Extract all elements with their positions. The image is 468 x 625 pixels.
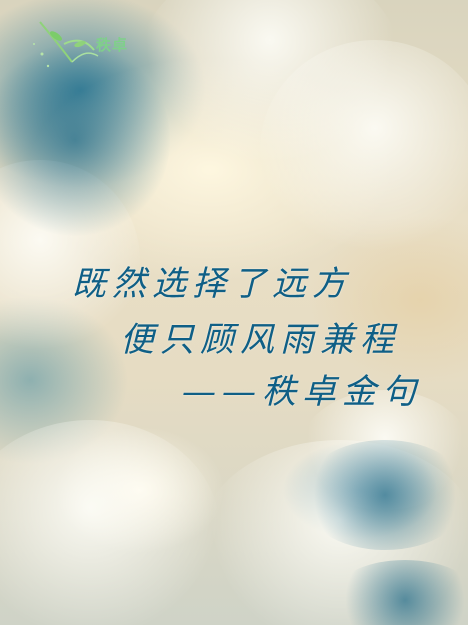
cloud [0,420,220,625]
quote-line-2: 便只顾风雨兼程 [120,320,400,360]
blue-sky-patch [300,440,468,550]
logo-text: 秩卓 [96,36,129,54]
blue-sky-patch [330,560,468,625]
blue-sky-patch [0,40,170,240]
cloud [260,40,468,260]
quote-line-1: 既然选择了远方 [72,264,352,304]
leaf-swirl-logo-icon [33,21,99,68]
quote-attribution: ——秩卓金句 [182,372,422,412]
